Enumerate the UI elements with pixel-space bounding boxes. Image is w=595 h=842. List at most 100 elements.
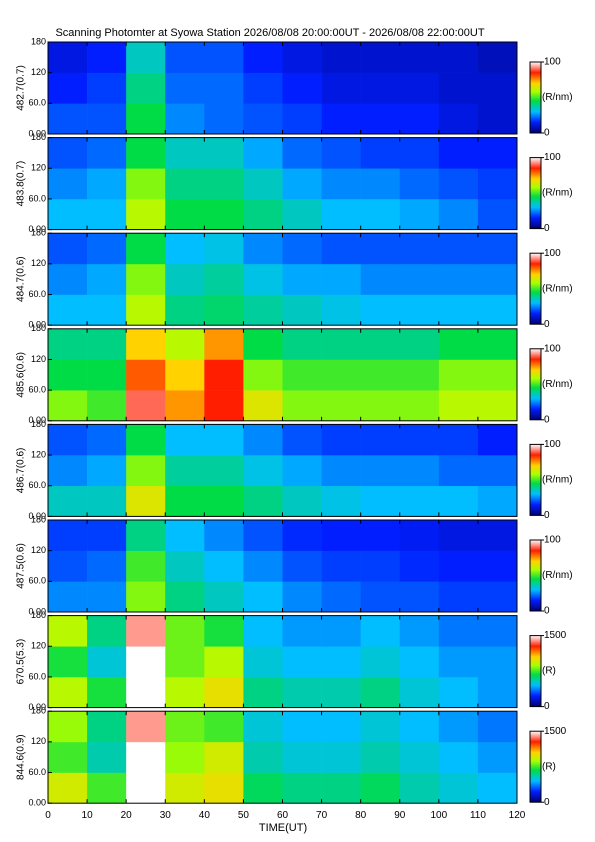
heatmap-cell: [87, 581, 127, 613]
y-axis-label: 670.5(5.3): [16, 639, 27, 685]
y-tick-label: 180: [31, 514, 46, 524]
heatmap-cell: [165, 42, 205, 73]
y-tick-label: 60.0: [28, 671, 46, 681]
heatmap-cell: [243, 711, 283, 743]
heatmap-cell: [321, 550, 361, 582]
heatmap-cell: [204, 263, 244, 295]
heatmap-cell: [321, 772, 361, 804]
heatmap-cell: [165, 581, 205, 613]
colorbar-tick-label: 1500: [544, 726, 567, 737]
x-tick-label: 0: [45, 810, 51, 821]
heatmap-cell: [165, 772, 205, 804]
heatmap-cell: [243, 263, 283, 295]
heatmap-cell: [204, 328, 244, 360]
colorbar-tick-label: 0: [544, 510, 550, 521]
heatmap-cell: [399, 711, 440, 743]
heatmap-cell: [87, 390, 127, 422]
heatmap-cell: [399, 233, 440, 265]
heatmap-cell: [48, 485, 88, 517]
heatmap-cell: [477, 72, 518, 104]
heatmap-cell: [360, 168, 401, 200]
heatmap-cell: [360, 103, 401, 135]
colorbar-tick-label: 100: [544, 152, 561, 163]
heatmap-cell: [477, 42, 518, 73]
y-tick-label: 120: [31, 736, 46, 746]
heatmap-cell: [243, 581, 283, 613]
y-tick-label: 120: [31, 641, 46, 651]
y-tick-label: 180: [31, 36, 46, 46]
heatmap-cell: [126, 581, 166, 613]
heatmap-cell: [399, 390, 440, 422]
heatmap-cell: [282, 390, 322, 422]
heatmap-cell: [204, 741, 244, 773]
heatmap-cell: [165, 198, 205, 230]
y-tick-label: 180: [31, 419, 46, 429]
heatmap-cell: [321, 455, 361, 487]
heatmap-cell: [204, 615, 244, 647]
heatmap-cell: [399, 455, 440, 487]
heatmap-cell: [243, 646, 283, 678]
colorbar-tick-label: 1500: [544, 630, 567, 641]
heatmap-cell: [243, 359, 283, 391]
heatmap-cell: [360, 233, 401, 265]
heatmap-cell: [87, 772, 127, 804]
heatmap-cell: [321, 263, 361, 295]
heatmap-cell: [438, 168, 479, 200]
heatmap-cell: [360, 676, 401, 708]
colorbar-label: (R/nm): [542, 283, 573, 294]
heatmap-cell: [48, 772, 88, 804]
heatmap-cell: [282, 424, 322, 456]
heatmap-cell: [399, 520, 440, 551]
heatmap-cell: [204, 198, 244, 230]
heatmap-cell: [360, 390, 401, 422]
heatmap-cell: [204, 520, 244, 551]
x-tick-label: 60: [277, 810, 289, 821]
heatmap-cell: [438, 328, 479, 360]
heatmap-cell: [438, 137, 479, 169]
colorbar: [529, 443, 542, 516]
heatmap-cell: [360, 741, 401, 773]
heatmap-cell: [48, 615, 88, 647]
heatmap-cell: [204, 390, 244, 422]
heatmap-cell: [87, 42, 127, 73]
heatmap-cell: [438, 294, 479, 326]
heatmap-cell: [321, 520, 361, 551]
heatmap-cell: [360, 137, 401, 169]
heatmap-cell: [126, 198, 166, 230]
heatmap-cell: [165, 646, 205, 678]
heatmap-cell: [87, 646, 127, 678]
colorbar: [529, 61, 542, 134]
y-tick-label: 0.00: [28, 511, 46, 521]
y-axis-label: 485.6(0.6): [16, 352, 27, 398]
heatmap-cell: [243, 741, 283, 773]
heatmap-cell: [87, 455, 127, 487]
heatmap-cell: [48, 42, 88, 73]
heatmap-cell: [477, 390, 518, 422]
colorbar-tick-label: 0: [544, 797, 550, 808]
heatmap-cell: [165, 455, 205, 487]
heatmap-cell: [165, 550, 205, 582]
heatmap-cell: [438, 359, 479, 391]
heatmap-cell: [321, 741, 361, 773]
colorbar-tick-label: 0: [544, 319, 550, 330]
heatmap-cell: [48, 328, 88, 360]
heatmap-cell: [282, 520, 322, 551]
heatmap-cell: [48, 137, 88, 169]
heatmap-cell: [282, 772, 322, 804]
heatmap-cell: [477, 485, 518, 517]
colorbar-tick-label: 100: [544, 439, 561, 450]
heatmap-cell: [438, 424, 479, 456]
colorbar-tick-label: 0: [544, 701, 550, 712]
heatmap-cell: [438, 263, 479, 295]
heatmap-cell: [438, 581, 479, 613]
heatmap-cell: [282, 42, 322, 73]
heatmap-cell: [321, 233, 361, 265]
heatmap-cell: [126, 550, 166, 582]
heatmap-cell: [282, 741, 322, 773]
heatmap-cell: [165, 359, 205, 391]
heatmap-cell: [204, 42, 244, 73]
heatmap-cell: [321, 711, 361, 743]
heatmap-cell: [48, 294, 88, 326]
colorbar: [529, 539, 542, 612]
